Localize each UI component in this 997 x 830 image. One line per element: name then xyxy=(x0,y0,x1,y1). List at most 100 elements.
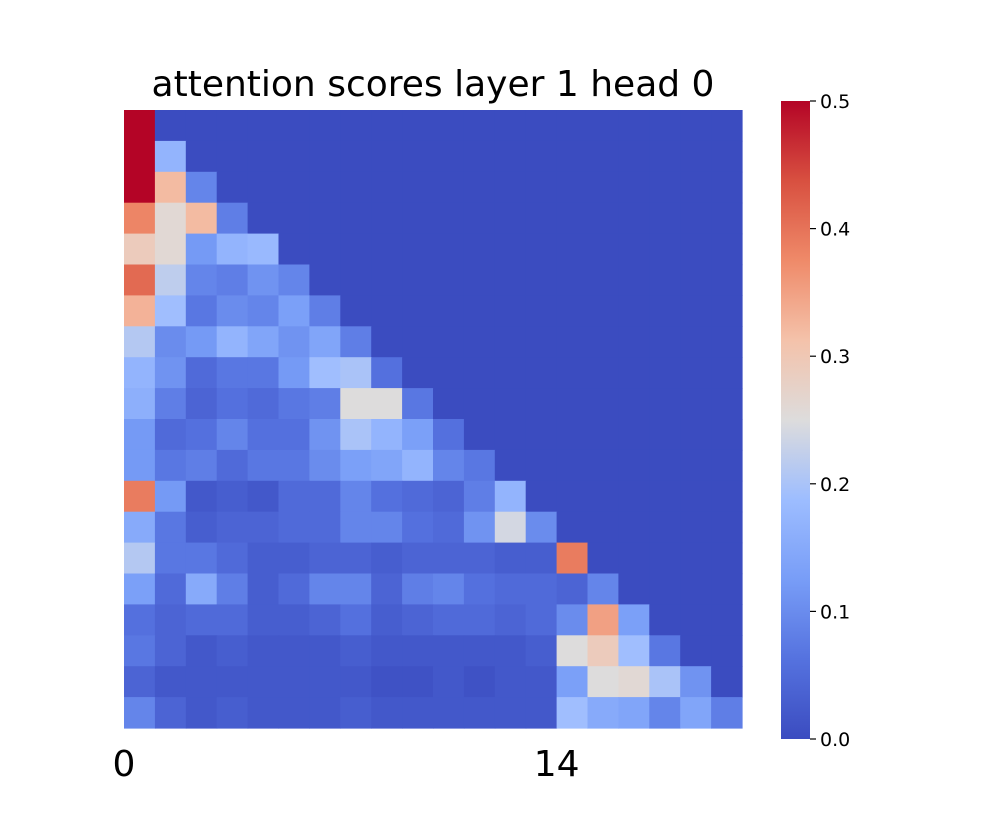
heatmap-cell xyxy=(371,264,403,296)
heatmap-cell xyxy=(494,604,527,636)
heatmap-cell xyxy=(618,326,650,358)
heatmap-cell xyxy=(680,326,712,358)
heatmap-cell xyxy=(680,511,712,544)
heatmap-cell xyxy=(247,449,280,482)
heatmap-cell xyxy=(340,449,372,482)
heatmap-cell xyxy=(433,233,465,266)
heatmap-cell xyxy=(371,110,403,142)
heatmap-cell xyxy=(463,264,496,296)
heatmap-cell xyxy=(371,202,403,235)
heatmap-cell xyxy=(433,666,465,698)
heatmap-cell xyxy=(247,697,280,729)
heatmap-cell xyxy=(278,419,310,451)
heatmap-cell xyxy=(525,326,558,358)
heatmap-cell xyxy=(525,295,558,327)
heatmap-cell xyxy=(587,326,619,358)
heatmap-cell xyxy=(463,542,496,575)
heatmap-cell xyxy=(309,171,341,204)
heatmap-cell xyxy=(525,233,558,266)
heatmap-cell xyxy=(278,110,310,142)
heatmap-cell xyxy=(340,511,372,544)
heatmap-cell xyxy=(247,480,280,513)
heatmap-cell xyxy=(185,295,218,327)
heatmap-cell xyxy=(340,295,372,327)
heatmap-cell xyxy=(525,419,558,451)
heatmap-cell xyxy=(247,511,280,544)
heatmap-cell xyxy=(463,202,496,235)
heatmap-cell xyxy=(680,140,712,173)
colorbar-tick-label: 0.2 xyxy=(820,474,850,496)
heatmap-cell xyxy=(587,233,619,266)
heatmap-cell xyxy=(463,110,496,142)
heatmap-cell xyxy=(371,295,403,327)
heatmap-cell xyxy=(433,419,465,451)
heatmap-cell xyxy=(247,357,280,389)
heatmap-cell xyxy=(340,110,372,142)
heatmap-cell xyxy=(649,388,681,420)
heatmap-cell xyxy=(216,635,249,667)
heatmap-cell xyxy=(556,604,589,636)
heatmap-cell xyxy=(587,604,619,636)
heatmap-cell xyxy=(185,110,218,142)
heatmap-cell xyxy=(556,202,589,235)
heatmap-cell xyxy=(433,264,465,296)
heatmap-cell xyxy=(525,140,558,173)
heatmap-cell xyxy=(618,542,650,575)
heatmap-cell xyxy=(340,357,372,389)
heatmap-cell xyxy=(278,357,310,389)
heatmap-cell xyxy=(556,264,589,296)
heatmap-cell xyxy=(711,573,743,605)
heatmap-cell xyxy=(124,666,156,698)
heatmap-cell xyxy=(247,202,280,235)
heatmap-cell xyxy=(402,573,434,605)
heatmap-cell xyxy=(124,480,156,513)
heatmap-cell xyxy=(371,388,403,420)
heatmap-cell xyxy=(154,449,187,482)
heatmap-cell xyxy=(185,357,218,389)
heatmap-cell xyxy=(680,604,712,636)
heatmap-cell xyxy=(309,140,341,173)
heatmap-cell xyxy=(587,419,619,451)
heatmap-cell xyxy=(711,295,743,327)
heatmap-cell xyxy=(618,357,650,389)
heatmap-cell xyxy=(247,419,280,451)
heatmap-cell xyxy=(340,666,372,698)
heatmap-cell xyxy=(680,419,712,451)
heatmap-cell xyxy=(556,697,589,729)
heatmap-cell xyxy=(124,140,156,173)
heatmap-cell xyxy=(711,511,743,544)
heatmap-cell xyxy=(649,511,681,544)
heatmap-cell xyxy=(185,171,218,204)
colorbar-ticks: 0.0 0.1 0.2 0.3 0.4 0.5 xyxy=(810,91,850,751)
heatmap-cell xyxy=(494,140,527,173)
heatmap-cell xyxy=(278,635,310,667)
heatmap-cell xyxy=(340,140,372,173)
heatmap-cell xyxy=(587,171,619,204)
heatmap-cell xyxy=(247,573,280,605)
heatmap-cell xyxy=(309,326,341,358)
heatmap-cell xyxy=(402,357,434,389)
heatmap-cell xyxy=(154,697,187,729)
heatmap-cell xyxy=(711,140,743,173)
heatmap-cell xyxy=(494,326,527,358)
heatmap-cell xyxy=(711,357,743,389)
heatmap-cell xyxy=(463,140,496,173)
heatmap-cell xyxy=(371,604,403,636)
heatmap-cell xyxy=(371,140,403,173)
heatmap-cell xyxy=(371,635,403,667)
heatmap-cell xyxy=(340,171,372,204)
heatmap-cell xyxy=(525,449,558,482)
heatmap-cell xyxy=(494,233,527,266)
heatmap-cell xyxy=(433,388,465,420)
heatmap-cell xyxy=(309,110,341,142)
heatmap-cell xyxy=(556,666,589,698)
heatmap-cell xyxy=(618,295,650,327)
heatmap-cell xyxy=(649,140,681,173)
heatmap-cell xyxy=(618,635,650,667)
heatmap-cell xyxy=(649,666,681,698)
heatmap-cell xyxy=(278,233,310,266)
heatmap-cell xyxy=(433,604,465,636)
heatmap-cell xyxy=(494,388,527,420)
heatmap-cell xyxy=(649,171,681,204)
heatmap-cell xyxy=(556,388,589,420)
